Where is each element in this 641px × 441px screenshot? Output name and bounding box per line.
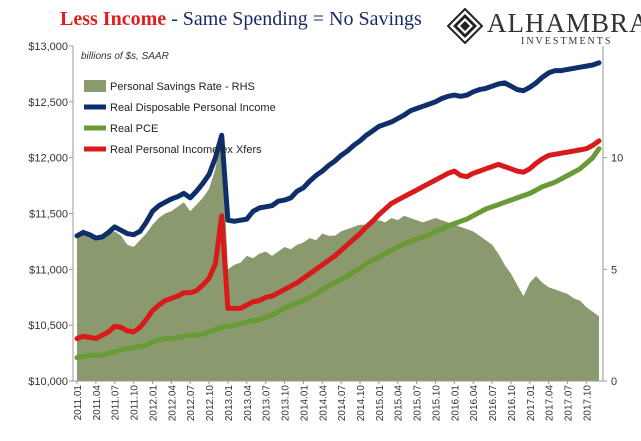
legend-label: Real PCE <box>110 123 158 135</box>
chart-subtitle: billions of $s, SAAR <box>81 51 169 62</box>
series-line-1 <box>74 146 602 361</box>
x-tick-label: 2017.01 <box>526 385 537 422</box>
x-tick-label: 2012.10 <box>205 385 216 422</box>
y-tick-label: $12,500 <box>28 97 68 109</box>
x-tick-label: 2015.01 <box>375 385 386 422</box>
x-tick-label: 2016.01 <box>450 385 461 422</box>
y2-tick-label: 0 <box>611 376 617 388</box>
x-tick-label: 2013.07 <box>262 385 273 422</box>
legend-label: Real Personal Income ex Xfers <box>110 144 262 156</box>
x-tick-label: 2016.07 <box>488 385 499 422</box>
x-tick-label: 2014.04 <box>318 385 329 422</box>
x-tick-label: 2015.04 <box>394 385 405 422</box>
x-tick-label: 2011.01 <box>73 385 84 421</box>
y-tick-label: $12,000 <box>28 153 68 165</box>
x-tick-label: 2011.04 <box>92 385 103 421</box>
y2-tick-label: 5 <box>611 264 617 276</box>
y-tick-label: $13,000 <box>28 41 68 53</box>
x-tick-label: 2013.01 <box>224 385 235 422</box>
x-tick-label: 2017.07 <box>564 385 575 422</box>
x-tick-label: 2013.10 <box>281 385 292 422</box>
y-tick-label: $10,000 <box>28 376 68 388</box>
x-tick-label: 2011.07 <box>111 385 122 421</box>
series-line-0 <box>74 60 602 241</box>
x-tick-label: 2017.10 <box>582 385 593 422</box>
x-tick-label: 2014.01 <box>299 385 310 422</box>
x-tick-label: 2012.04 <box>167 385 178 422</box>
x-tick-label: 2014.07 <box>337 385 348 422</box>
legend-label: Real Disposable Personal Income <box>110 102 276 114</box>
x-tick-label: 2014.10 <box>356 385 367 422</box>
x-tick-label: 2015.07 <box>413 385 424 422</box>
x-tick-label: 2013.04 <box>243 385 254 422</box>
x-tick-label: 2016.04 <box>469 385 480 422</box>
x-tick-label: 2012.01 <box>148 385 159 422</box>
x-tick-label: 2015.10 <box>431 385 442 422</box>
logo-sub: INVESTMENTS <box>521 36 613 47</box>
logo-name: ALHAMBRA <box>487 8 641 38</box>
alhambra-logo: ALHAMBRA INVESTMENTS <box>447 6 641 47</box>
title-subtitle: - Same Spending = No Savings <box>166 8 422 30</box>
y-tick-label: $10,500 <box>28 320 68 332</box>
chart-title: Less Income - Same Spending = No Savings <box>60 8 422 31</box>
y-tick-label: $11,500 <box>29 209 68 221</box>
legend-swatch <box>84 80 106 92</box>
y-tick-label: $11,000 <box>29 264 68 276</box>
x-tick-label: 2012.07 <box>186 385 197 422</box>
y2-tick-label: 10 <box>611 153 623 165</box>
alhambra-diamond-logo-icon <box>447 8 483 44</box>
legend-label: Personal Savings Rate - RHS <box>110 81 255 93</box>
x-tick-label: 2016.10 <box>507 385 518 422</box>
series-line-2 <box>74 138 602 342</box>
x-tick-label: 2017.04 <box>545 385 556 422</box>
title-main: Less Income <box>60 8 167 30</box>
x-tick-label: 2011.10 <box>130 385 141 421</box>
